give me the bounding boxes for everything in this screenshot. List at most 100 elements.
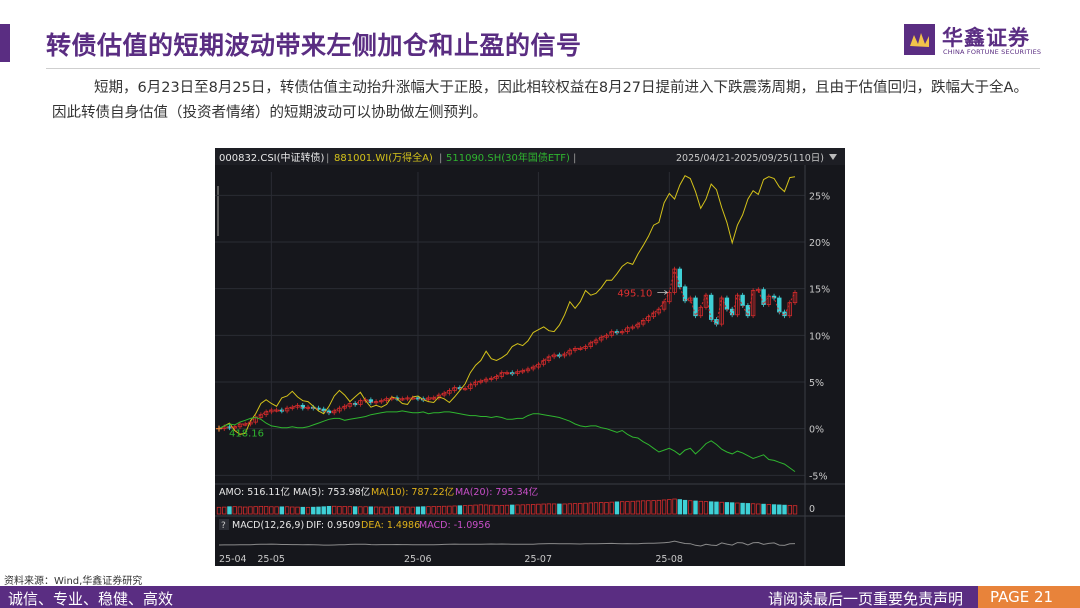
amo-bar [269,506,274,515]
page-number: PAGE 21 [990,588,1054,606]
amo-bar [431,506,436,515]
logo-english-name: CHINA FORTUNE SECURITIES [943,48,1042,56]
logo-name: 华鑫证券 [942,26,1030,50]
amo-bar [756,503,761,515]
amo-bar [232,506,237,515]
amo-ma10-label: MA(10): 787.22亿 [371,486,454,498]
candle-body [761,289,766,305]
y-tick-label: 10% [809,331,830,342]
y-tick-label: 25% [809,191,830,202]
amo-ma5-label: MA(5): 753.98亿 [293,486,370,498]
amo-bar [342,506,347,515]
amo-bar [347,506,353,515]
x-tick-label: 25-05 [257,554,285,565]
candle-body [499,372,504,377]
amo-bar [447,505,452,515]
amo-bar [379,506,384,515]
amo-bar [703,501,709,515]
amo-bar [735,502,740,515]
amo-bar [384,506,389,515]
amo-bar [279,506,285,515]
candlestick-series [222,266,798,431]
amo-bar [426,506,431,515]
series-line-wind-a [218,175,796,435]
amo-bar [625,501,630,515]
y-tick-label: 20% [809,238,830,249]
page-number-box: PAGE 21 [978,586,1080,608]
amo-bar [441,505,447,515]
amo-bar [583,502,588,515]
footer-motto: 诚信、专业、稳健、高效 [8,590,174,608]
amo-bar [415,506,421,515]
y-tick-label: 0% [809,425,824,436]
amo-ma20-label: MA(20): 795.34亿 [455,486,538,498]
amo-bar [599,502,604,515]
amo-bar [651,500,656,515]
amo-bar [321,506,326,515]
amo-bar [546,503,552,515]
series-line-convertible [218,267,796,430]
legend-item-convertible: 000832.CSI(中证转债) [219,151,325,164]
amo-bar [709,501,714,515]
amo-bar [635,500,641,515]
amo-bar [394,506,400,515]
amo-bar [436,505,442,515]
chart-header-strip [215,148,845,165]
start-value-label: 418.16 [229,429,264,440]
macd-help-icon[interactable]: ? [221,521,226,531]
amo-bar [792,505,798,515]
amo-bar [248,506,253,515]
amo-bar [368,506,374,515]
amo-bar [698,500,703,515]
amo-bar [326,505,332,515]
amo-bar [593,502,599,515]
candle-body [400,398,405,401]
amo-bar [777,504,782,515]
footer-disclaimer-link[interactable]: 请阅读最后一页重要免责声明 [768,590,964,608]
amo-bar [222,506,227,515]
amo-bar [274,506,279,515]
amo-bar [462,505,468,515]
start-marker-icon [216,425,222,432]
amo-bar [494,504,499,515]
amo-bar [363,506,368,515]
amo-bar [567,503,573,515]
candle-body [693,297,698,317]
amo-bar [284,506,290,515]
macd-help-box[interactable] [219,519,229,530]
amo-bar [614,501,620,515]
x-axis-labels: 25-04 25-05 25-06 25-07 25-08 [219,554,683,565]
amo-bar [640,500,646,515]
logo-mark-icon [904,24,935,55]
amo-bar [216,506,222,515]
amo-bar [646,500,651,515]
amo-bar [619,501,625,515]
amo-bar [551,503,557,515]
candle-body [740,294,745,306]
dropdown-arrow-icon[interactable] [829,154,837,160]
amo-bar [766,504,772,515]
amo-bar [400,506,405,515]
amo-bar [410,506,415,515]
x-tick-label: 25-06 [404,554,432,565]
x-tick-label: 25-08 [655,554,683,565]
amo-bar [316,506,321,515]
amo-bar [536,503,541,515]
macd-label: MACD(12,26,9) [232,520,304,531]
amo-bar [489,504,494,515]
amo-bar [352,506,358,515]
amo-bar [682,499,688,515]
footer-bar: 诚信、专业、稳健、高效 请阅读最后一页重要免责声明 PAGE 21 [0,586,1080,608]
chart-annotations: 418.16 495.10 [216,288,669,440]
amo-bar [389,506,394,515]
amo-bar [557,503,562,515]
amo-bar [237,506,243,515]
legend-separator: | [573,153,576,164]
candle-body [242,423,248,426]
amo-bar [253,506,258,515]
amo-bar [578,502,583,515]
chart-panel: 000832.CSI(中证转债) | 881001.WI(万得全A) | 511… [215,148,845,566]
macd-line [218,540,796,547]
amo-bar [656,499,662,515]
amo-volume-bars [216,498,798,515]
